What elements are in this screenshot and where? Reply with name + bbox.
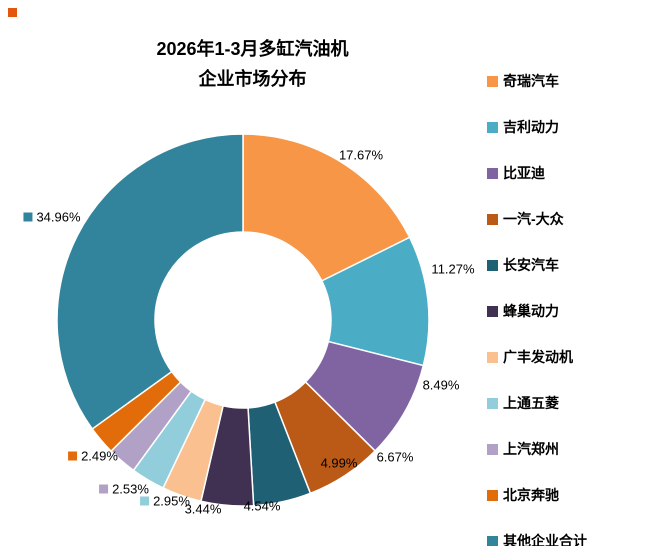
- pie-slice-10: [56, 133, 244, 430]
- legend-key-icon: [487, 443, 498, 455]
- legend-item-0: 奇瑞汽车: [487, 71, 587, 91]
- legend-key-icon: [487, 259, 498, 271]
- legend-key-icon: [487, 213, 498, 225]
- pie-slice-0: [242, 133, 411, 282]
- legend-label: 上通五菱: [503, 395, 559, 411]
- legend-item-2: 比亚迪: [487, 163, 587, 183]
- legend-label: 其他企业合计: [503, 533, 587, 546]
- legend: 奇瑞汽车吉利动力比亚迪一汽-大众长安汽车蜂巢动力广丰发动机上通五菱上汽郑州北京奔…: [487, 71, 587, 546]
- chart-title: 2026年1-3月多缸汽油机 企业市场分布: [100, 34, 405, 94]
- legend-label: 上汽郑州: [503, 441, 559, 457]
- legend-key-icon: [487, 535, 498, 546]
- legend-key-icon: [487, 167, 498, 179]
- legend-label: 吉利动力: [503, 119, 559, 135]
- legend-label: 广丰发动机: [503, 349, 573, 365]
- legend-item-1: 吉利动力: [487, 117, 587, 137]
- legend-label: 北京奔驰: [503, 487, 559, 503]
- legend-item-9: 北京奔驰: [487, 485, 587, 505]
- legend-key-icon: [487, 305, 498, 317]
- legend-item-3: 一汽-大众: [487, 209, 587, 229]
- chart-title-line2: 企业市场分布: [198, 69, 307, 89]
- legend-label: 奇瑞汽车: [503, 73, 559, 89]
- legend-item-5: 蜂巢动力: [487, 301, 587, 321]
- legend-label: 长安汽车: [503, 257, 559, 273]
- legend-label: 蜂巢动力: [503, 303, 559, 319]
- legend-key-icon: [487, 75, 498, 87]
- legend-item-6: 广丰发动机: [487, 347, 587, 367]
- legend-label: 一汽-大众: [503, 211, 564, 227]
- corner-marker: [8, 8, 17, 17]
- legend-item-4: 长安汽车: [487, 255, 587, 275]
- chart-title-line1: 2026年1-3月多缸汽油机: [156, 39, 349, 59]
- legend-key-icon: [487, 489, 498, 501]
- legend-key-icon: [487, 351, 498, 363]
- legend-key-icon: [487, 397, 498, 409]
- legend-item-10: 其他企业合计: [487, 531, 587, 546]
- legend-item-8: 上汽郑州: [487, 439, 587, 459]
- legend-key-icon: [487, 121, 498, 133]
- legend-item-7: 上通五菱: [487, 393, 587, 413]
- legend-label: 比亚迪: [503, 165, 545, 181]
